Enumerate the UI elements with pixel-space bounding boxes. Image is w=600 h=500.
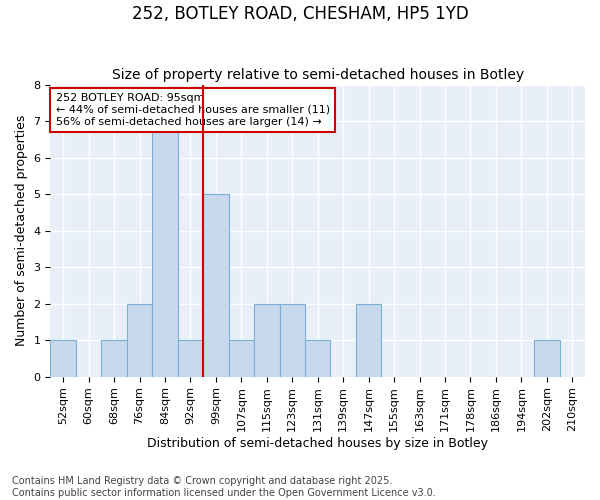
Bar (50, 340, 76, 376)
Bar (254, 304, 280, 376)
Text: 252 BOTLEY ROAD: 95sqm
← 44% of semi-detached houses are smaller (11)
56% of sem: 252 BOTLEY ROAD: 95sqm ← 44% of semi-det… (56, 94, 330, 126)
Bar (152, 121, 178, 376)
Bar (178, 340, 203, 376)
X-axis label: Distribution of semi-detached houses by size in Botley: Distribution of semi-detached houses by … (147, 437, 488, 450)
Text: Contains HM Land Registry data © Crown copyright and database right 2025.
Contai: Contains HM Land Registry data © Crown c… (12, 476, 436, 498)
Text: 252, BOTLEY ROAD, CHESHAM, HP5 1YD: 252, BOTLEY ROAD, CHESHAM, HP5 1YD (131, 5, 469, 23)
Bar (127, 304, 152, 376)
Bar (534, 340, 560, 376)
Y-axis label: Number of semi-detached properties: Number of semi-detached properties (15, 115, 28, 346)
Bar (203, 194, 229, 376)
Bar (356, 304, 382, 376)
Bar (305, 340, 331, 376)
Bar (101, 340, 127, 376)
Bar (229, 340, 254, 376)
Title: Size of property relative to semi-detached houses in Botley: Size of property relative to semi-detach… (112, 68, 524, 82)
Bar (280, 304, 305, 376)
